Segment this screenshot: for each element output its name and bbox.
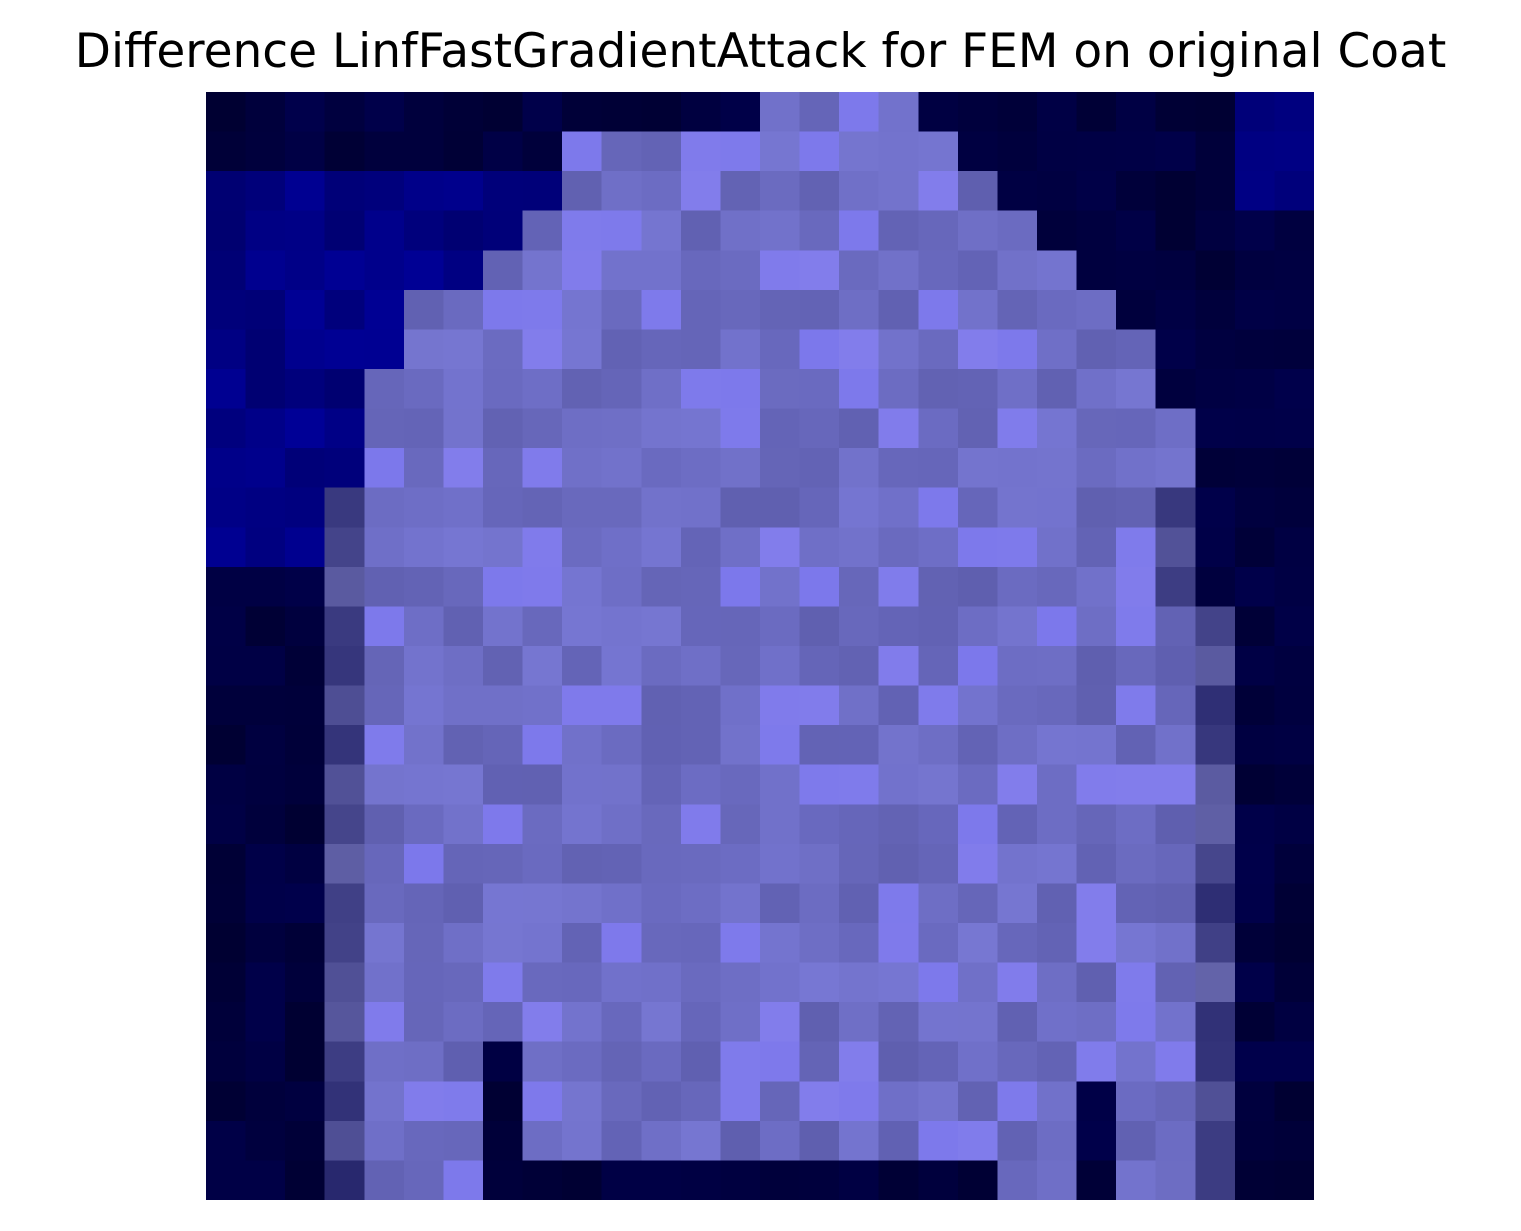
pixelated-coat-heatmap-icon xyxy=(206,92,1314,1200)
figure-title: Difference LinfFastGradientAttack for FE… xyxy=(74,24,1447,79)
heatmap-image xyxy=(206,92,1314,1200)
